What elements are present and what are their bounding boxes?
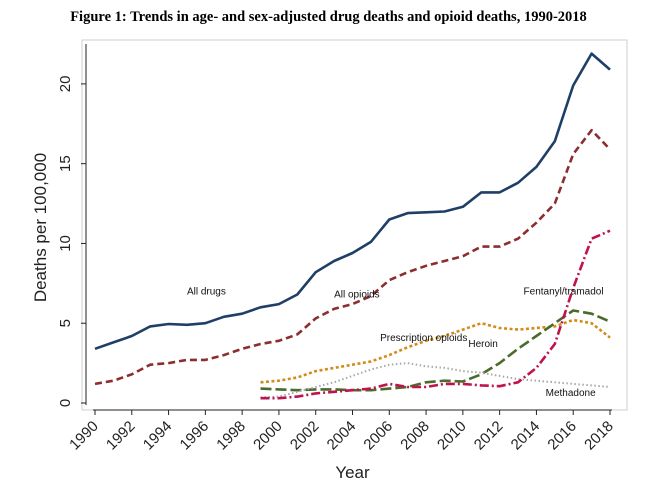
annotation-label: All opioids xyxy=(334,290,380,301)
series-line-prescription-opioids xyxy=(260,318,611,384)
series-line-methadone xyxy=(260,362,611,399)
annotation-label: Prescription opioids xyxy=(380,333,467,344)
x-tick-label: 1998 xyxy=(213,418,249,454)
x-tick-label: 2008 xyxy=(397,418,433,454)
plot-frame xyxy=(81,39,628,411)
y-tick-label: 0 xyxy=(57,399,74,407)
figure-title: Figure 1: Trends in age- and sex-adjuste… xyxy=(70,9,587,25)
x-tick-label: 2002 xyxy=(287,418,323,454)
annotation-label: Heroin xyxy=(468,339,497,350)
x-tick-label: 2016 xyxy=(544,418,580,454)
y-tick-label: 10 xyxy=(57,235,74,252)
series-line-heroin xyxy=(260,309,611,392)
x-tick-label: 1994 xyxy=(140,418,176,454)
x-axis-title: Year xyxy=(335,463,370,482)
annotation-label: Fentanyl/tramadol xyxy=(524,287,604,298)
x-tick-label: 2014 xyxy=(508,418,544,454)
annotation-label: Methadone xyxy=(546,388,596,399)
series-line-fentanyl-tramadol xyxy=(260,229,611,400)
x-tick-label: 2012 xyxy=(471,418,507,454)
x-tick-label: 2000 xyxy=(250,418,286,454)
x-tick-label: 2004 xyxy=(324,418,360,454)
x-tick-label: 2018 xyxy=(581,418,617,454)
x-tick-label: 2006 xyxy=(360,418,396,454)
x-tick-label: 1990 xyxy=(66,418,102,454)
x-tick-label: 1996 xyxy=(177,418,213,454)
series-line-all-opioids xyxy=(94,128,611,386)
y-tick-label: 20 xyxy=(57,76,74,93)
y-axis-title: Deaths per 100,000 xyxy=(31,153,50,302)
y-tick-label: 15 xyxy=(57,155,74,172)
series-annotations: All drugs All opioids Prescription opioids… xyxy=(187,287,604,399)
series-line-all-drugs xyxy=(94,52,611,351)
x-tick-label: 1992 xyxy=(103,418,139,454)
x-tick-label: 2010 xyxy=(434,418,470,454)
y-tick-label: 5 xyxy=(57,319,74,327)
series-lines xyxy=(94,52,611,400)
annotation-label: All drugs xyxy=(187,287,226,298)
